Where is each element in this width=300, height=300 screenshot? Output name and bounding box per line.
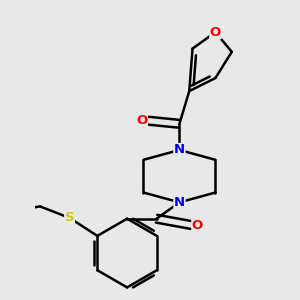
Text: O: O [210,26,221,39]
Text: N: N [174,196,185,209]
Text: O: O [192,219,203,232]
Text: N: N [174,143,185,157]
Text: O: O [136,114,147,127]
Text: S: S [65,212,74,224]
